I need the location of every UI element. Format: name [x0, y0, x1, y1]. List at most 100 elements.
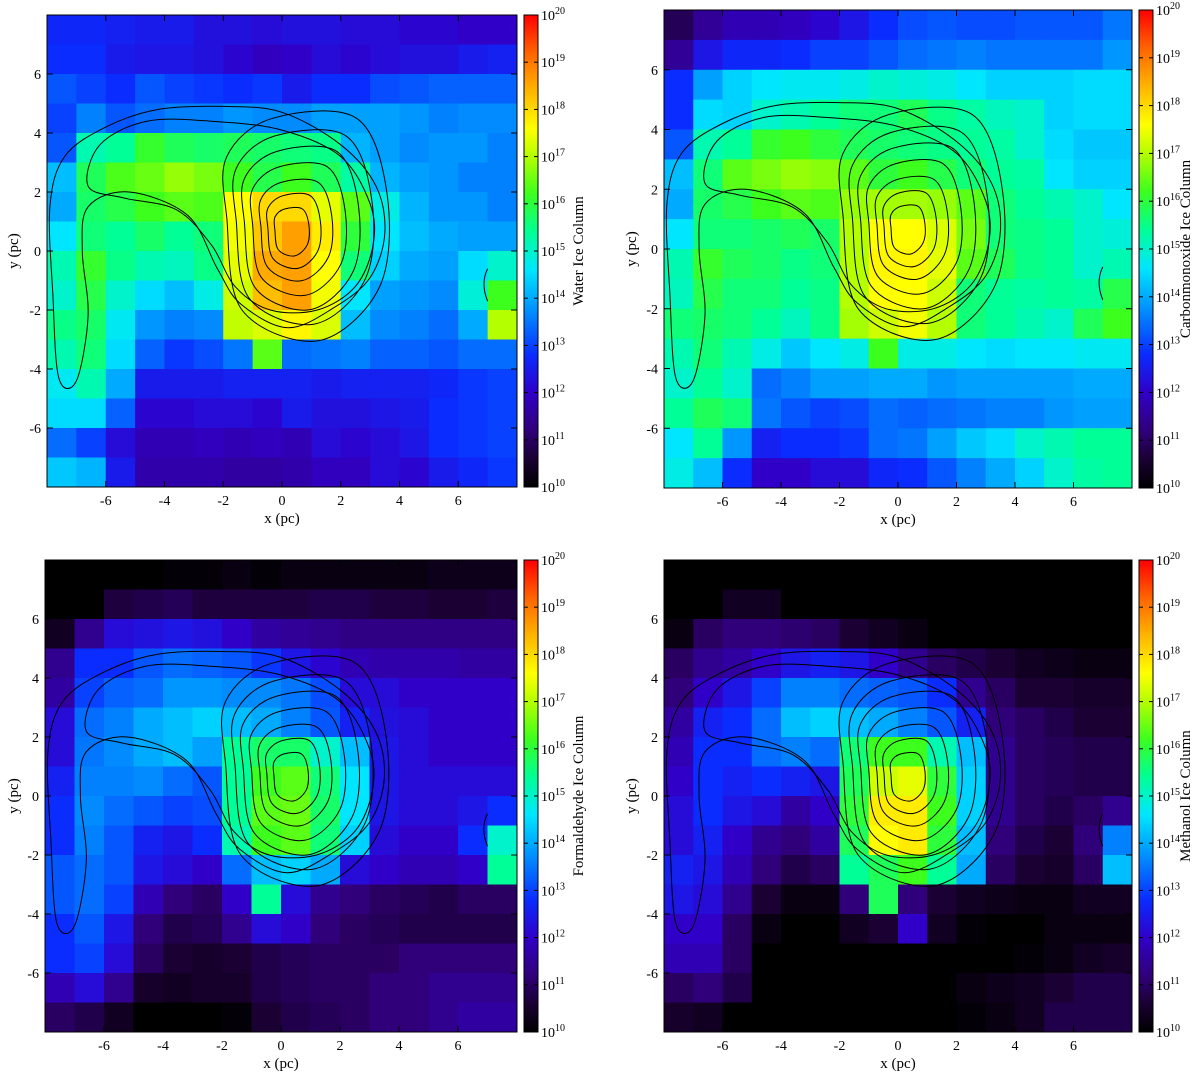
heatmap-cell	[898, 129, 928, 160]
heatmap-cell	[133, 914, 164, 945]
heatmap-cell	[1102, 39, 1132, 71]
heatmap-cell	[751, 648, 782, 679]
heatmap-cell	[428, 280, 459, 311]
heatmap-cell	[76, 251, 107, 282]
heatmap-cell	[751, 678, 782, 709]
heatmap-cell	[898, 884, 928, 915]
heatmap-cell	[781, 825, 811, 856]
heatmap-cell	[751, 219, 782, 250]
heatmap-cell	[1044, 428, 1075, 459]
colorbar-tick-label: 1010	[1156, 1023, 1180, 1041]
heatmap-cell	[193, 369, 224, 400]
heatmap-cell	[105, 221, 136, 252]
heatmap-cell	[399, 457, 430, 487]
heatmap-cell	[664, 825, 694, 856]
contour-lines	[665, 650, 1104, 935]
heatmap-cell	[693, 766, 724, 797]
heatmap-cell	[839, 1002, 870, 1032]
heatmap-cell	[1044, 458, 1075, 488]
heatmap-cell	[956, 855, 987, 886]
heatmap-cell	[370, 15, 401, 46]
heatmap-cell	[252, 310, 283, 341]
heatmap-cell	[693, 428, 724, 459]
heatmap-cell	[282, 369, 312, 400]
x-tick-label: 4	[1012, 1039, 1019, 1054]
heatmap-cell	[839, 189, 870, 220]
heatmap-cell	[47, 15, 77, 46]
heatmap-cell	[1073, 129, 1104, 160]
contour-line	[84, 663, 375, 859]
colorbar-tick-label: 1011	[1156, 976, 1180, 994]
heatmap-cell	[399, 825, 430, 856]
heatmap-cell	[458, 855, 489, 886]
heatmap-cell	[399, 678, 430, 709]
heatmap-cell	[722, 69, 753, 101]
heatmap-cell	[133, 619, 164, 650]
heatmap-cell	[839, 855, 870, 886]
heatmap-cell	[487, 560, 517, 591]
x-tick-label: 0	[278, 1039, 285, 1054]
heatmap-cell	[369, 707, 400, 738]
heatmap-cell	[311, 457, 342, 487]
heatmap-cell	[428, 398, 459, 429]
heatmap-cell	[722, 914, 753, 945]
heatmap-cell	[135, 369, 166, 400]
x-tick-label: -2	[834, 1039, 846, 1054]
heatmap-cell	[104, 737, 135, 768]
colorbar-tick-label: 1014	[541, 289, 565, 307]
heatmap-cell	[985, 796, 1016, 827]
heatmap-cell	[898, 10, 928, 41]
heatmap-cell	[281, 796, 312, 827]
heatmap-cell	[1044, 69, 1075, 101]
heatmap-cell	[458, 310, 489, 341]
heatmap-cell	[133, 589, 164, 620]
heatmap-cell	[193, 44, 224, 75]
heatmap-cell	[369, 796, 400, 827]
heatmap-cell	[310, 914, 341, 945]
heatmap-cell	[399, 280, 430, 311]
heatmap-cell	[310, 943, 341, 974]
heatmap-cell	[192, 707, 223, 738]
heatmap-cell	[370, 133, 401, 164]
axes: -6 -4 -2 0 2 4 6 -6 -4 -2 0 2 4 6	[646, 560, 1132, 1054]
heatmap-cell	[193, 339, 224, 370]
heatmap-cell	[310, 973, 341, 1004]
heatmap-cell	[282, 44, 312, 75]
heatmap-cell	[458, 589, 489, 620]
heatmap-cell	[428, 707, 459, 738]
heatmap-cell	[104, 855, 135, 886]
contour-line	[86, 118, 376, 314]
heatmap-cell	[193, 221, 224, 252]
heatmap-cell	[76, 221, 107, 252]
heatmap-cell	[458, 884, 489, 915]
heatmap-cell	[985, 648, 1016, 679]
heatmap-cell	[192, 973, 223, 1004]
heatmap-cell	[722, 249, 753, 280]
contour-line	[46, 650, 385, 935]
y-tick-label: 6	[651, 613, 658, 628]
heatmap-cell	[1073, 560, 1104, 591]
heatmap-cell	[1015, 219, 1045, 250]
x-axis-label: x (pc)	[263, 1056, 298, 1072]
heatmap-cell	[664, 278, 694, 310]
heatmap-cell	[839, 99, 870, 131]
heatmap-cell	[487, 457, 517, 487]
heatmap-cell	[751, 99, 782, 131]
heatmap-cell	[781, 159, 811, 190]
heatmap-cell	[133, 796, 164, 827]
heatmap-cell	[956, 189, 987, 220]
heatmap-cell	[810, 855, 841, 886]
heatmap-cell	[1102, 648, 1132, 679]
heatmap-cell	[192, 619, 223, 650]
heatmap-cell	[487, 103, 517, 134]
heatmap-cell	[927, 10, 958, 41]
heatmap-cell	[1073, 648, 1104, 679]
heatmap-cell	[810, 648, 841, 679]
heatmap-cell	[458, 796, 489, 827]
heatmap-cell	[399, 369, 430, 400]
heatmap-cell	[927, 678, 958, 709]
heatmap-cell	[1102, 219, 1132, 250]
colorbar-label: Water Ice Column	[571, 196, 587, 306]
heatmap-cell	[458, 678, 489, 709]
heatmap-cell	[722, 1002, 753, 1032]
